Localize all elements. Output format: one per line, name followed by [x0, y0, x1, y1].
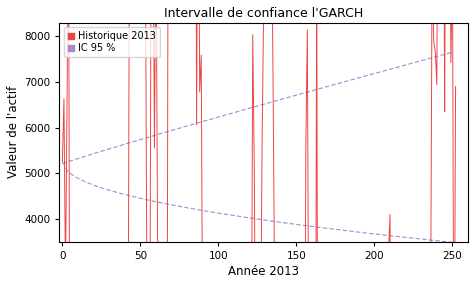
- X-axis label: Année 2013: Année 2013: [228, 265, 299, 278]
- Y-axis label: Valeur de l'actif: Valeur de l'actif: [7, 86, 20, 178]
- Legend: Historique 2013, IC 95 %: Historique 2013, IC 95 %: [64, 27, 160, 57]
- Title: Intervalle de confiance l'GARCH: Intervalle de confiance l'GARCH: [164, 7, 363, 20]
